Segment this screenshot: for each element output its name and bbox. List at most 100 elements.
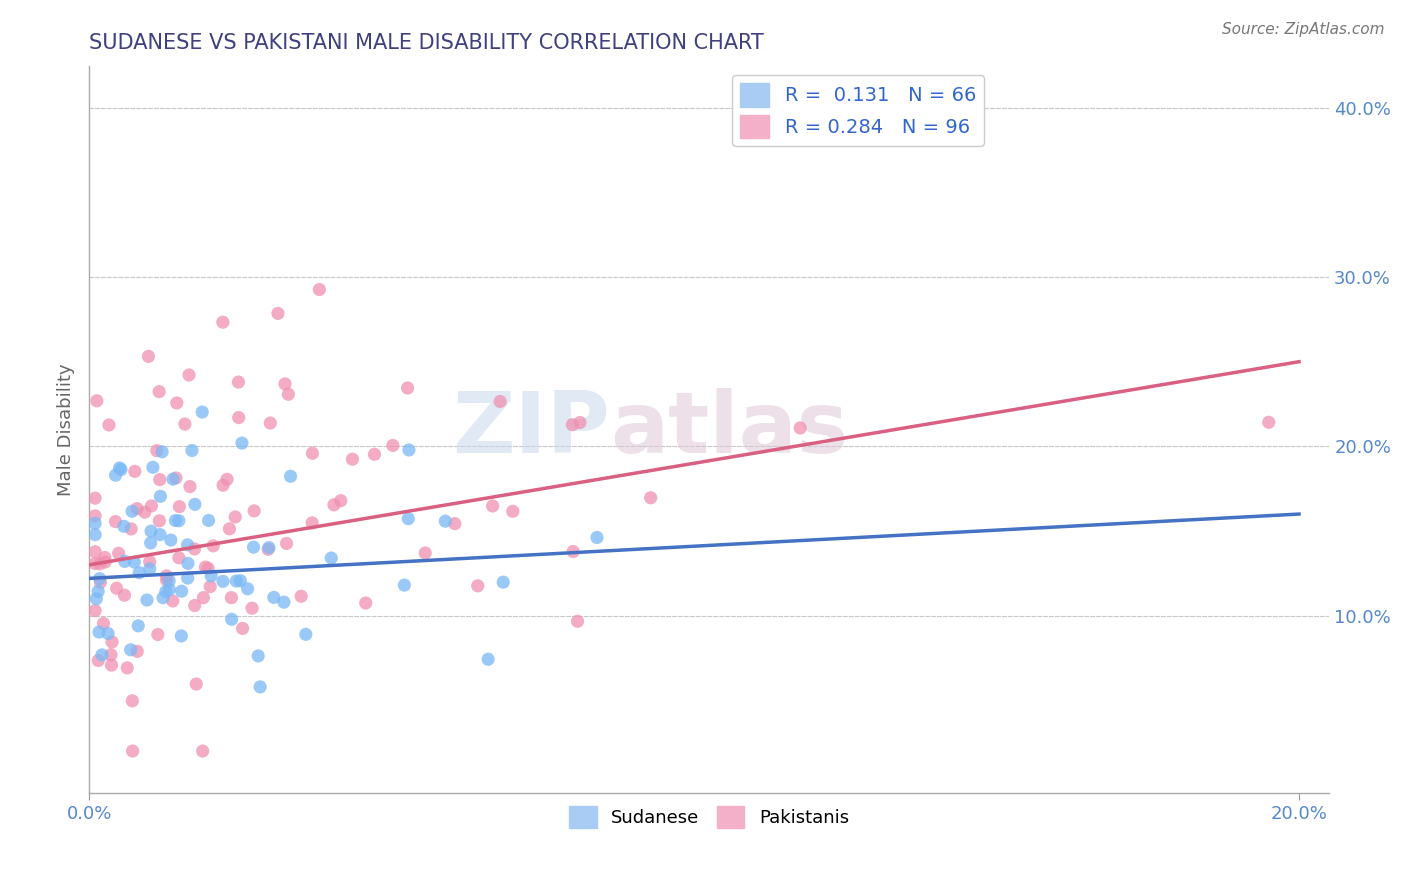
Point <box>134 505 156 519</box>
Point <box>277 387 299 401</box>
Point <box>167 514 190 528</box>
Point <box>138 555 160 569</box>
Point <box>492 575 515 590</box>
Point <box>413 546 436 560</box>
Point <box>202 539 225 553</box>
Point <box>194 560 217 574</box>
Text: atlas: atlas <box>610 388 848 471</box>
Point <box>94 550 117 565</box>
Point <box>136 593 159 607</box>
Point <box>249 680 271 694</box>
Point <box>86 393 108 408</box>
Point <box>127 619 149 633</box>
Point <box>84 545 107 559</box>
Point <box>89 557 111 571</box>
Point <box>481 499 503 513</box>
Point <box>149 489 172 503</box>
Point <box>329 493 352 508</box>
Point <box>179 480 201 494</box>
Point <box>586 531 609 545</box>
Point <box>301 516 323 530</box>
Point <box>112 519 135 533</box>
Point <box>128 566 150 580</box>
Point <box>257 542 280 557</box>
Point <box>174 417 197 431</box>
Point <box>242 540 264 554</box>
Point <box>89 575 111 590</box>
Point <box>200 569 222 583</box>
Point <box>98 417 121 432</box>
Point <box>165 514 187 528</box>
Point <box>231 436 253 450</box>
Point <box>149 473 172 487</box>
Point <box>162 472 184 486</box>
Point <box>91 648 114 662</box>
Point <box>94 555 117 569</box>
Point <box>1257 415 1279 429</box>
Point <box>211 315 233 329</box>
Point <box>87 625 110 640</box>
Text: ZIP: ZIP <box>453 388 610 471</box>
Text: Source: ZipAtlas.com: Source: ZipAtlas.com <box>1222 22 1385 37</box>
Point <box>138 350 160 364</box>
Point <box>84 508 107 523</box>
Point <box>280 469 302 483</box>
Point <box>84 491 107 505</box>
Point <box>155 584 177 599</box>
Point <box>157 582 180 597</box>
Point <box>114 554 136 568</box>
Point <box>274 376 297 391</box>
Point <box>146 627 169 641</box>
Point <box>177 557 200 571</box>
Point <box>257 541 280 555</box>
Point <box>191 744 214 758</box>
Point <box>273 595 295 609</box>
Point <box>107 546 129 560</box>
Point <box>165 471 187 485</box>
Point <box>267 306 290 320</box>
Point <box>110 462 132 476</box>
Point <box>127 644 149 658</box>
Point <box>114 588 136 602</box>
Point <box>567 614 589 628</box>
Point <box>170 584 193 599</box>
Legend: Sudanese, Pakistanis: Sudanese, Pakistanis <box>562 799 856 835</box>
Point <box>321 551 343 566</box>
Point <box>276 536 298 550</box>
Point <box>169 500 191 514</box>
Point <box>177 571 200 585</box>
Point <box>221 612 243 626</box>
Point <box>434 514 457 528</box>
Point <box>243 504 266 518</box>
Point <box>84 527 107 541</box>
Point <box>146 443 169 458</box>
Point <box>363 447 385 461</box>
Point <box>308 283 330 297</box>
Point <box>215 472 238 486</box>
Point <box>120 522 142 536</box>
Point <box>290 589 312 603</box>
Point <box>100 648 122 662</box>
Point <box>183 541 205 556</box>
Point <box>354 596 377 610</box>
Point <box>212 574 235 589</box>
Point <box>115 661 138 675</box>
Point <box>101 635 124 649</box>
Point <box>398 442 420 457</box>
Point <box>489 394 512 409</box>
Point <box>240 601 263 615</box>
Point <box>138 562 160 576</box>
Point <box>197 561 219 575</box>
Point <box>139 524 162 538</box>
Point <box>218 522 240 536</box>
Point <box>228 410 250 425</box>
Point <box>181 443 204 458</box>
Point <box>104 515 127 529</box>
Point <box>443 516 465 531</box>
Point <box>141 499 163 513</box>
Point <box>221 591 243 605</box>
Point <box>225 574 247 588</box>
Point <box>121 504 143 518</box>
Point <box>87 584 110 599</box>
Point <box>191 405 214 419</box>
